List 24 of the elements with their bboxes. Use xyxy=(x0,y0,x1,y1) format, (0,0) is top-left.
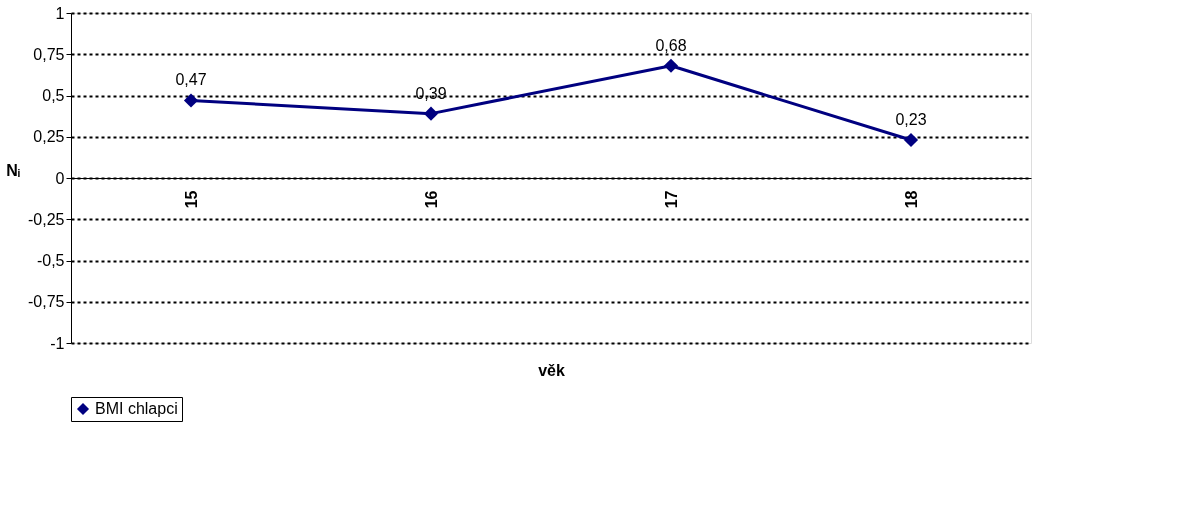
legend-label: BMI chlapci xyxy=(95,400,178,417)
data-label: 0,39 xyxy=(415,84,447,102)
y-tick-label: -0,25 xyxy=(28,210,65,228)
x-tick-label: 16 xyxy=(422,190,440,209)
data-label: 0,68 xyxy=(655,36,687,54)
point xyxy=(903,132,919,148)
y-tick-label: -1 xyxy=(50,334,65,352)
x-tick-label: 18 xyxy=(902,190,920,209)
y-tick-label: 0,75 xyxy=(33,45,65,63)
y-tick-label: 0,25 xyxy=(33,128,65,146)
x-tick-label: 15 xyxy=(182,190,200,209)
y-axis-title: Nᵢ xyxy=(6,161,20,179)
data-label: 0,23 xyxy=(895,111,927,129)
y-tick-label: 0 xyxy=(55,169,65,187)
y-tick-label: -0,5 xyxy=(36,252,65,269)
y-tick-label: 1 xyxy=(55,4,65,22)
x-axis-title: věk xyxy=(538,362,565,380)
point xyxy=(183,93,199,108)
y-tick-label: -0,75 xyxy=(28,293,65,311)
point xyxy=(663,58,679,73)
data-label: 0,47 xyxy=(175,71,207,89)
point xyxy=(423,106,439,121)
x-tick-label: 17 xyxy=(662,190,680,209)
y-tick-label: 0,5 xyxy=(42,87,65,104)
